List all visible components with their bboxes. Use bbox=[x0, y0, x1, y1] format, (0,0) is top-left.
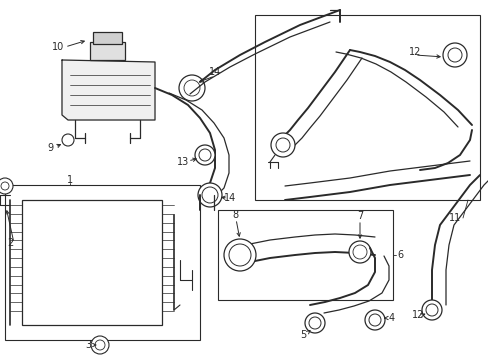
Text: 4: 4 bbox=[388, 313, 394, 323]
Text: 3: 3 bbox=[85, 340, 91, 350]
Circle shape bbox=[275, 138, 289, 152]
Text: 9: 9 bbox=[47, 143, 53, 153]
Text: 12: 12 bbox=[411, 310, 423, 320]
Circle shape bbox=[270, 133, 294, 157]
Circle shape bbox=[179, 75, 204, 101]
Circle shape bbox=[308, 317, 320, 329]
Circle shape bbox=[198, 183, 222, 207]
Circle shape bbox=[421, 300, 441, 320]
Circle shape bbox=[202, 187, 218, 203]
Bar bbox=[93, 32, 122, 44]
Circle shape bbox=[62, 134, 74, 146]
Text: 6: 6 bbox=[396, 250, 402, 260]
Bar bbox=[90, 42, 125, 60]
Bar bbox=[218, 210, 392, 300]
Circle shape bbox=[425, 304, 437, 316]
Circle shape bbox=[1, 182, 9, 190]
Polygon shape bbox=[62, 60, 155, 120]
Bar bbox=[5, 185, 200, 340]
Bar bbox=[254, 15, 479, 200]
Text: 14: 14 bbox=[224, 193, 236, 203]
Circle shape bbox=[199, 149, 210, 161]
Circle shape bbox=[348, 241, 370, 263]
Circle shape bbox=[447, 48, 461, 62]
Circle shape bbox=[91, 336, 109, 354]
Circle shape bbox=[224, 239, 256, 271]
Circle shape bbox=[195, 145, 215, 165]
Text: 10: 10 bbox=[52, 42, 64, 52]
Text: 11: 11 bbox=[448, 213, 460, 223]
Text: 8: 8 bbox=[231, 210, 238, 220]
Circle shape bbox=[183, 80, 200, 96]
Circle shape bbox=[228, 244, 250, 266]
Text: 1: 1 bbox=[67, 175, 73, 185]
Circle shape bbox=[442, 43, 466, 67]
Circle shape bbox=[352, 245, 366, 259]
Circle shape bbox=[305, 313, 325, 333]
Text: 5: 5 bbox=[299, 330, 305, 340]
Text: 12: 12 bbox=[408, 47, 420, 57]
Text: 13: 13 bbox=[177, 157, 189, 167]
Circle shape bbox=[95, 340, 105, 350]
Circle shape bbox=[0, 178, 13, 194]
Text: 7: 7 bbox=[356, 211, 363, 221]
Bar bbox=[22, 200, 162, 325]
Circle shape bbox=[364, 310, 384, 330]
Text: 2: 2 bbox=[7, 238, 13, 248]
Circle shape bbox=[368, 314, 380, 326]
Text: 14: 14 bbox=[208, 67, 221, 77]
